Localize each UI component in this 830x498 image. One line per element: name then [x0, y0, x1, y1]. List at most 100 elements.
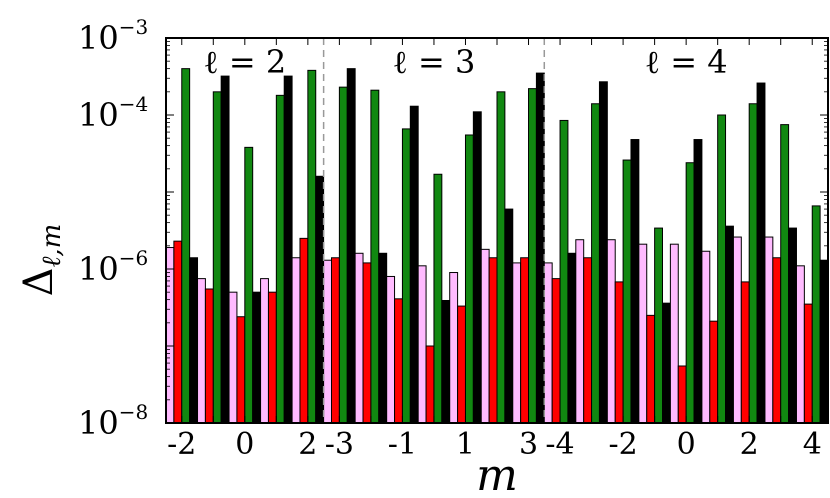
bar-l2-m-2-s4	[189, 257, 199, 424]
bar-l4-m-1-s3	[654, 227, 663, 424]
bar-l2-m2-s3	[307, 69, 317, 424]
bar-l4-m4-s2	[803, 303, 813, 424]
x-axis-title: m	[476, 450, 518, 498]
y-axis-title: Δℓ,m	[16, 224, 67, 297]
bar-l3-m3-s1	[512, 262, 522, 424]
x-tick-label: 2	[298, 427, 317, 462]
bar-l4-m-1-s4	[662, 302, 671, 424]
panel-dividers	[322, 38, 546, 423]
bar-l4-m-4-s2	[551, 278, 561, 424]
bar-l4-m-3-s2	[583, 257, 593, 424]
y-tick-label: 10−4	[78, 92, 148, 134]
x-tick-label: -2	[167, 427, 196, 462]
bar-l4-m0-s1	[669, 243, 679, 424]
bar-l3-m-3-s3	[338, 86, 348, 424]
bar-l3-m-1-s4	[409, 105, 419, 424]
bar-l4-m-4-s3	[559, 119, 569, 424]
bar-l4-m3-s1	[764, 236, 774, 424]
bar-l4-m-3-s3	[591, 103, 600, 424]
bar-l4-m-2-s1	[606, 239, 616, 424]
x-tick-label: 0	[235, 427, 254, 462]
bar-l3-m0-s3	[433, 173, 443, 424]
bar-l4-m-1-s1	[638, 243, 648, 424]
bar-l3-m1-s4	[472, 111, 482, 424]
bar-l2-m1-s2	[267, 291, 277, 424]
panel-label: ℓ = 2	[203, 43, 286, 81]
bar-l2-m1-s3	[275, 94, 285, 424]
bar-l2-m1-s1	[260, 278, 269, 424]
bar-l3-m0-s4	[441, 299, 451, 424]
bar-l3-m3-s3	[528, 88, 537, 424]
bar-l4-m2-s2	[740, 281, 750, 424]
x-tick-label: -3	[325, 427, 354, 462]
bar-l4-m3-s4	[788, 227, 797, 424]
bar-l2-m-2-s1	[165, 247, 175, 424]
bar-l3-m-2-s3	[370, 89, 380, 424]
bar-l2-m2-s4	[315, 175, 325, 424]
x-tick-label: 3	[519, 427, 538, 462]
bar-l4-m-4-s4	[567, 252, 577, 424]
bar-l3-m3-s2	[520, 257, 530, 424]
bar-l3-m1-s3	[464, 134, 474, 424]
bar-l2-m-1-s2	[204, 288, 214, 424]
bar-l4-m2-s3	[748, 103, 758, 424]
x-tick-label: -2	[608, 427, 637, 462]
bar-l2-m-1-s3	[212, 91, 222, 424]
bar-l2-m2-s1	[291, 257, 301, 424]
bar-l2-m0-s3	[244, 146, 254, 424]
bar-l4-m0-s3	[685, 162, 695, 424]
y-tick-label: 10−6	[78, 246, 148, 288]
x-tick-label: 0	[677, 427, 696, 462]
x-tick-label: 2	[740, 427, 759, 462]
bar-l3-m2-s1	[480, 248, 490, 424]
bar-l2-m0-s1	[228, 291, 238, 424]
bar-l3-m2-s3	[496, 91, 506, 424]
x-tick-label: -1	[388, 427, 417, 462]
bar-l3-m-3-s2	[331, 257, 340, 424]
bar-l3-m3-s4	[535, 72, 545, 424]
bar-l4-m-1-s2	[646, 314, 656, 424]
bar-l3-m-3-s4	[346, 68, 356, 424]
y-tick-label: 10−3	[78, 15, 148, 57]
bar-l4-m2-s1	[732, 236, 742, 424]
bar-l4-m-2-s2	[614, 281, 624, 424]
bar-l3-m0-s1	[417, 265, 427, 424]
bar-l2-m0-s4	[252, 291, 262, 424]
bar-l4-m1-s2	[709, 320, 719, 424]
bar-l2-m-1-s1	[197, 278, 206, 424]
y-tick-label: 10−8	[78, 400, 148, 442]
bar-l4-m1-s3	[717, 114, 727, 424]
bar-l4-m4-s3	[811, 205, 821, 424]
bar-l4-m-3-s4	[598, 81, 608, 424]
bar-l3-m1-s2	[457, 305, 466, 424]
bar-l3-m-2-s1	[354, 252, 364, 424]
bar-l4-m-4-s1	[543, 262, 553, 424]
bar-l3-m-3-s1	[323, 259, 333, 424]
bar-l4-m-2-s4	[630, 139, 640, 424]
bar-l4-m3-s2	[772, 257, 782, 424]
bar-l4-m1-s1	[701, 250, 711, 424]
panel-labels: ℓ = 2 ℓ = 3 ℓ = 4	[203, 43, 727, 81]
bar-l2-m-1-s4	[220, 75, 230, 424]
bar-l4-m0-s2	[677, 365, 687, 424]
bar-l3-m0-s2	[425, 345, 435, 424]
bar-l3-m-2-s4	[378, 252, 388, 424]
bar-l3-m-1-s1	[386, 275, 396, 424]
bar-l4-m4-s4	[819, 259, 829, 424]
bar-l2-m-2-s2	[173, 240, 183, 424]
bar-l4-m2-s4	[756, 82, 766, 424]
bar-l3-m-2-s2	[362, 262, 372, 424]
x-tick-label: 4	[803, 427, 822, 462]
bar-l4-m4-s1	[795, 265, 805, 424]
bar-l4-m-3-s1	[575, 239, 585, 424]
bar-l3-m-1-s3	[401, 128, 411, 424]
bar-l4-m3-s3	[780, 124, 790, 424]
bar-l2-m1-s4	[283, 75, 293, 424]
panel-label: ℓ = 4	[645, 43, 728, 81]
bar-l2-m2-s2	[299, 237, 309, 424]
x-tick-label: -4	[545, 427, 574, 462]
bars-layer	[165, 68, 829, 424]
bar-l3-m2-s4	[504, 208, 514, 424]
bar-l3-m-1-s2	[394, 298, 403, 424]
